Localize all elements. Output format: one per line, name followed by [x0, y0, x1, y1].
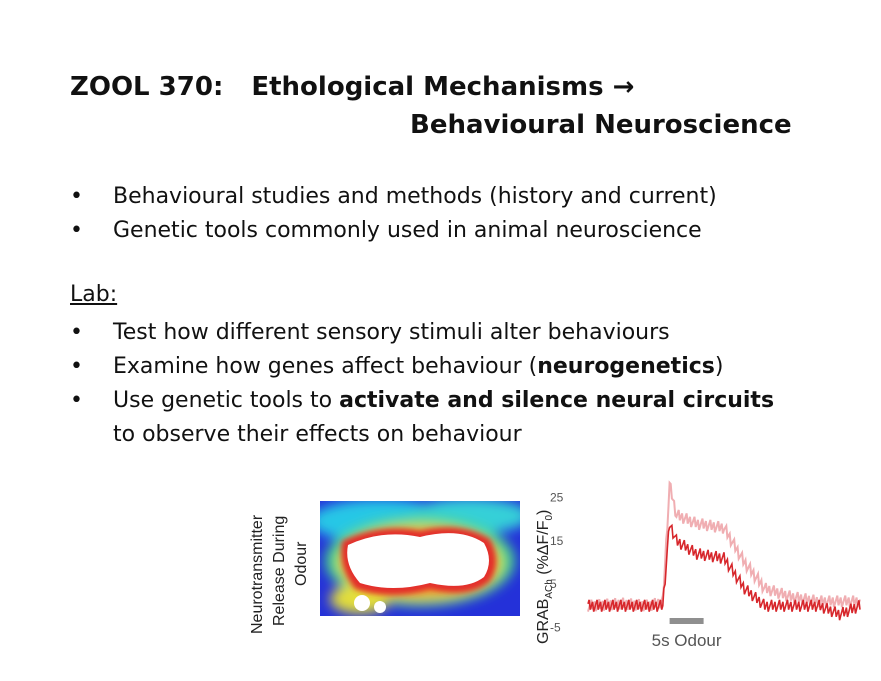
y-tick-label: 15: [550, 534, 564, 548]
trace-chart: GRABACh (%ΔF/F0) 25 15 5 -5 5s Odour: [535, 480, 861, 650]
topic-list: Behavioural studies and methods (history…: [70, 180, 717, 248]
y-axis-label-sub0: 0: [544, 515, 555, 521]
lab-item-text: Examine how genes affect behaviour (: [113, 354, 538, 379]
fluorescence-image: [320, 501, 520, 616]
lab-list: Test how different sensory stimuli alter…: [70, 316, 793, 452]
y-axis-label: GRABACh (%ΔF/F0): [535, 510, 555, 644]
stimulus-bar: [669, 618, 704, 624]
lab-item: Test how different sensory stimuli alter…: [70, 316, 793, 350]
y-axis-label-main: GRAB: [535, 599, 552, 644]
image-label: Neurotransmitter Release During Odour: [249, 514, 310, 634]
arrow-icon: →: [612, 72, 635, 102]
y-axis-label-rest: (%ΔF/F: [535, 520, 552, 579]
y-tick-label: 5: [550, 577, 557, 591]
stimulus-label: 5s Odour: [652, 631, 722, 650]
figure: Neurotransmitter Release During Odour GR…: [240, 476, 865, 676]
lab-heading: Lab:: [70, 282, 118, 307]
lab-item: Use genetic tools to activate and silenc…: [70, 384, 793, 452]
y-tick-label: 25: [550, 491, 564, 505]
title-line-2: Behavioural Neuroscience: [410, 110, 792, 140]
lab-item-bold: neurogenetics: [537, 354, 715, 379]
image-label-line: Neurotransmitter: [249, 514, 266, 634]
image-label-line: Odour: [293, 541, 310, 586]
topic-item: Behavioural studies and methods (history…: [70, 180, 717, 214]
lab-item-text: to observe their effects on behaviour: [113, 422, 522, 447]
lab-item-text: ): [714, 354, 724, 379]
lab-item-bold: activate and silence neural circuits: [339, 388, 775, 413]
y-tick-label: -5: [550, 620, 561, 634]
slide-title: ZOOL 370: Ethological Mechanisms → Behavi…: [70, 68, 792, 144]
title-line-1: Ethological Mechanisms: [251, 72, 604, 102]
topic-item: Genetic tools commonly used in animal ne…: [70, 214, 717, 248]
y-axis-label-sub: ACh: [544, 579, 555, 598]
y-axis-label-close: ): [535, 510, 552, 515]
lab-item-text: Use genetic tools to: [113, 388, 340, 413]
lab-item: Examine how genes affect behaviour (neur…: [70, 350, 793, 384]
course-code: ZOOL 370:: [70, 72, 224, 102]
series-line: [587, 480, 861, 612]
series-line: [587, 523, 861, 621]
image-label-line: Release During: [271, 516, 288, 626]
